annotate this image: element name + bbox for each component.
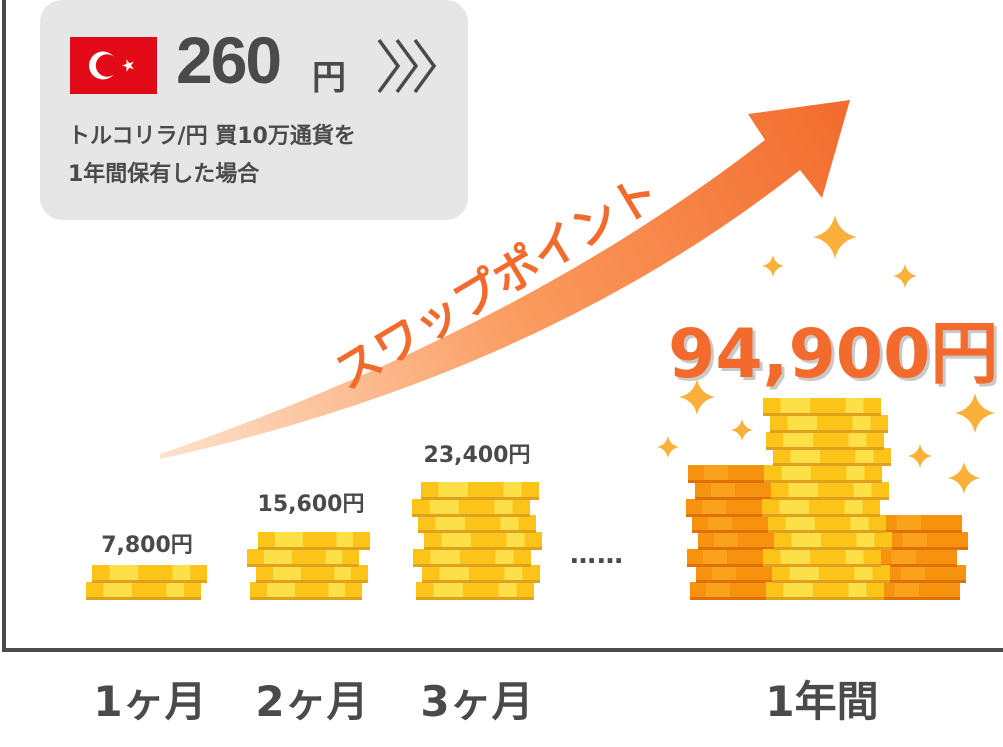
stack-2-coin [250, 582, 362, 600]
swap-unit: 円 [312, 58, 346, 98]
period-label-1: 1ヶ月 [93, 677, 207, 726]
stack-1-coin [86, 582, 201, 600]
stack-4-center-coin [770, 415, 888, 433]
stack-4-center-coin [771, 481, 889, 500]
stack-4-left-coin [692, 515, 772, 534]
stack-3-coin [413, 548, 531, 567]
stack-3-coin [422, 565, 540, 584]
sparkle-icon [948, 462, 980, 494]
stack-1-coin [92, 565, 207, 584]
total-value-label: 94,900円 [668, 315, 999, 394]
sparkle-icon [679, 379, 715, 415]
stack-4-center-coin [768, 515, 886, 534]
stack-4-left-coin [698, 531, 778, 550]
sparkle-icon [908, 444, 932, 468]
stack-3-coin [421, 481, 539, 500]
stack-4-center-coin [763, 398, 881, 417]
x-axis-line [2, 648, 1003, 652]
stack-4-center-coin [764, 465, 882, 484]
turkey-flag-icon [70, 37, 157, 94]
value-label-3: 23,400円 [423, 443, 531, 468]
stack-4-left-coin [695, 481, 775, 500]
stack-4-left-coin [688, 465, 768, 484]
info-panel [40, 0, 468, 220]
stack-4-right-coin [875, 548, 957, 567]
stack-4-left-coin [686, 498, 766, 517]
stack-4-center-coin [772, 565, 890, 584]
sparkle-icon [955, 393, 995, 433]
stack-4-left-coin [690, 582, 770, 600]
stack-4-center-coin [766, 431, 884, 450]
stack-4-left-coin [687, 548, 767, 567]
stack-4-center-coin [774, 531, 892, 550]
stack-2-coin [247, 548, 359, 567]
sparkle-icon [657, 436, 679, 458]
condition-line-1: トルコリラ/円 買10万通貨を [68, 124, 356, 149]
stack-3-coin [416, 582, 534, 600]
condition-line-2: 1年間保有した場合 [68, 162, 260, 187]
stack-4-right-coin [886, 531, 968, 550]
stack-4-center-coin [762, 498, 880, 517]
sparkle-icon [762, 255, 784, 277]
y-axis-line [2, 0, 6, 652]
period-label-2: 2ヶ月 [255, 677, 369, 726]
stack-3-coin [418, 515, 536, 534]
stack-4-center-coin [766, 582, 884, 600]
sparkle-icon [813, 215, 857, 259]
sparkle-icon [731, 419, 753, 441]
stack-4-right-coin [878, 582, 960, 600]
stack-4-right-coin [884, 565, 966, 584]
stack-4-right-coin [880, 515, 962, 534]
stack-2-coin [258, 531, 370, 550]
value-label-1: 7,800円 [101, 533, 193, 558]
stack-4-center-coin [773, 448, 891, 467]
stack-3-coin [424, 531, 542, 550]
stack-4-center-coin [763, 548, 881, 567]
stack-3-coin [412, 498, 530, 517]
sparkle-icon [893, 264, 917, 288]
swap-rate: 260 [176, 23, 282, 97]
stack-2-coin [256, 565, 368, 584]
ellipsis: …… [570, 540, 624, 570]
chevrons-right-icon [377, 38, 437, 94]
stack-4-left-coin [696, 565, 776, 584]
value-label-2: 15,600円 [257, 492, 365, 517]
period-label-4: 1年間 [765, 677, 879, 726]
period-label-3: 3ヶ月 [420, 677, 534, 726]
